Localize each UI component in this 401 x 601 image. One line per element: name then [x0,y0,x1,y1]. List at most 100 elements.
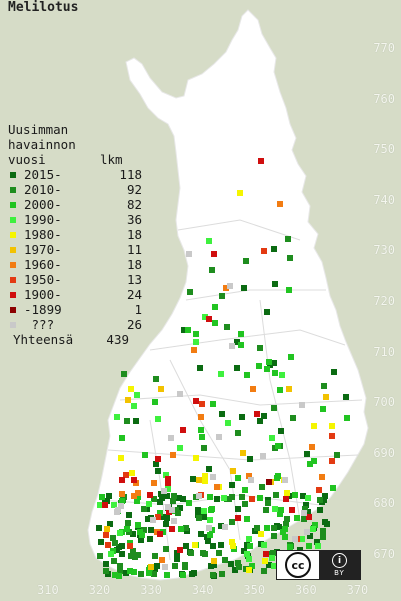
observation-square [214,496,220,502]
observation-square [229,482,235,488]
observation-square [330,485,336,491]
observation-square [111,502,117,508]
observation-square [211,562,217,568]
observation-square [164,572,170,578]
observation-square [102,502,108,508]
observation-square [117,568,123,574]
cc-by-badge[interactable]: cc i BY [276,550,361,580]
observation-square [263,507,269,513]
observation-square [254,525,260,531]
observation-square [103,568,109,574]
observation-square [171,518,177,524]
observation-square [288,354,294,360]
observation-square [261,568,267,574]
observation-square [266,359,272,365]
observation-square [212,320,218,326]
observation-square [177,391,183,397]
northing-label: 710 [373,344,395,359]
observation-square [146,501,152,507]
observation-square [219,571,225,577]
easting-label: 330 [140,583,162,597]
observation-square [158,386,164,392]
observation-square [310,526,316,532]
legend-entry: 2010- 92 [8,182,142,197]
observation-square [303,502,309,508]
observation-square [322,493,328,499]
region-border-line [259,299,301,521]
legend-count: 18 [126,257,142,272]
observation-square [228,561,234,567]
observation-square [235,506,241,512]
observation-square [218,542,224,548]
observation-square [172,563,178,569]
observation-square [226,496,232,502]
observation-square [197,365,203,371]
observation-square [196,477,202,483]
observation-square [193,398,199,404]
observation-square [271,405,277,411]
observation-square [286,287,292,293]
observation-square [210,474,216,480]
observation-square [311,423,317,429]
region-border-line [177,219,301,241]
observation-square [329,423,335,429]
observation-square [169,507,175,513]
observation-square [272,506,278,512]
observation-square [262,558,268,564]
observation-square [148,527,154,533]
observation-square [301,510,307,516]
legend-entry: 1970- 11 [8,242,142,257]
observation-square [223,285,229,291]
legend-count: 118 [119,167,142,182]
observation-square [279,372,285,378]
observation-square [96,525,102,531]
observation-square [261,248,267,254]
observation-square [108,551,114,557]
region-border-line [149,329,346,351]
legend-count: 36 [126,212,142,227]
observation-square [198,414,204,420]
observation-square [155,456,161,462]
observation-square [321,497,327,503]
observation-square [278,428,284,434]
observation-square [142,452,148,458]
observation-square [286,386,292,392]
observation-square [247,456,253,462]
observation-square [147,536,153,542]
observation-square [124,418,130,424]
observation-square [229,519,235,525]
observation-square [222,557,228,563]
observation-square [320,534,326,540]
observation-square [180,496,186,502]
observation-square [271,563,277,569]
observation-square [198,427,204,433]
region-border-line [149,419,171,561]
observation-square [165,504,171,510]
observation-square [302,506,308,512]
observation-square [178,526,184,532]
observation-square [134,392,140,398]
observation-square [119,551,125,557]
observation-square [216,434,222,440]
observation-square [119,498,125,504]
observation-square [131,569,137,575]
observation-square [151,571,157,577]
northing-label: 740 [373,192,395,207]
observation-square [275,443,281,449]
observation-square [189,571,195,577]
observation-square [211,558,217,564]
observation-square [155,416,161,422]
observation-square [221,495,227,501]
legend-entry: 1990- 36 [8,212,142,227]
observation-square [99,494,105,500]
observation-square [201,508,207,514]
observation-square [244,551,250,557]
legend-label: 2010- [24,182,62,197]
observation-square [114,414,120,420]
observation-square [138,571,144,577]
observation-square [299,536,305,542]
observation-square [311,458,317,464]
observation-square [260,453,266,459]
observation-square [206,238,212,244]
